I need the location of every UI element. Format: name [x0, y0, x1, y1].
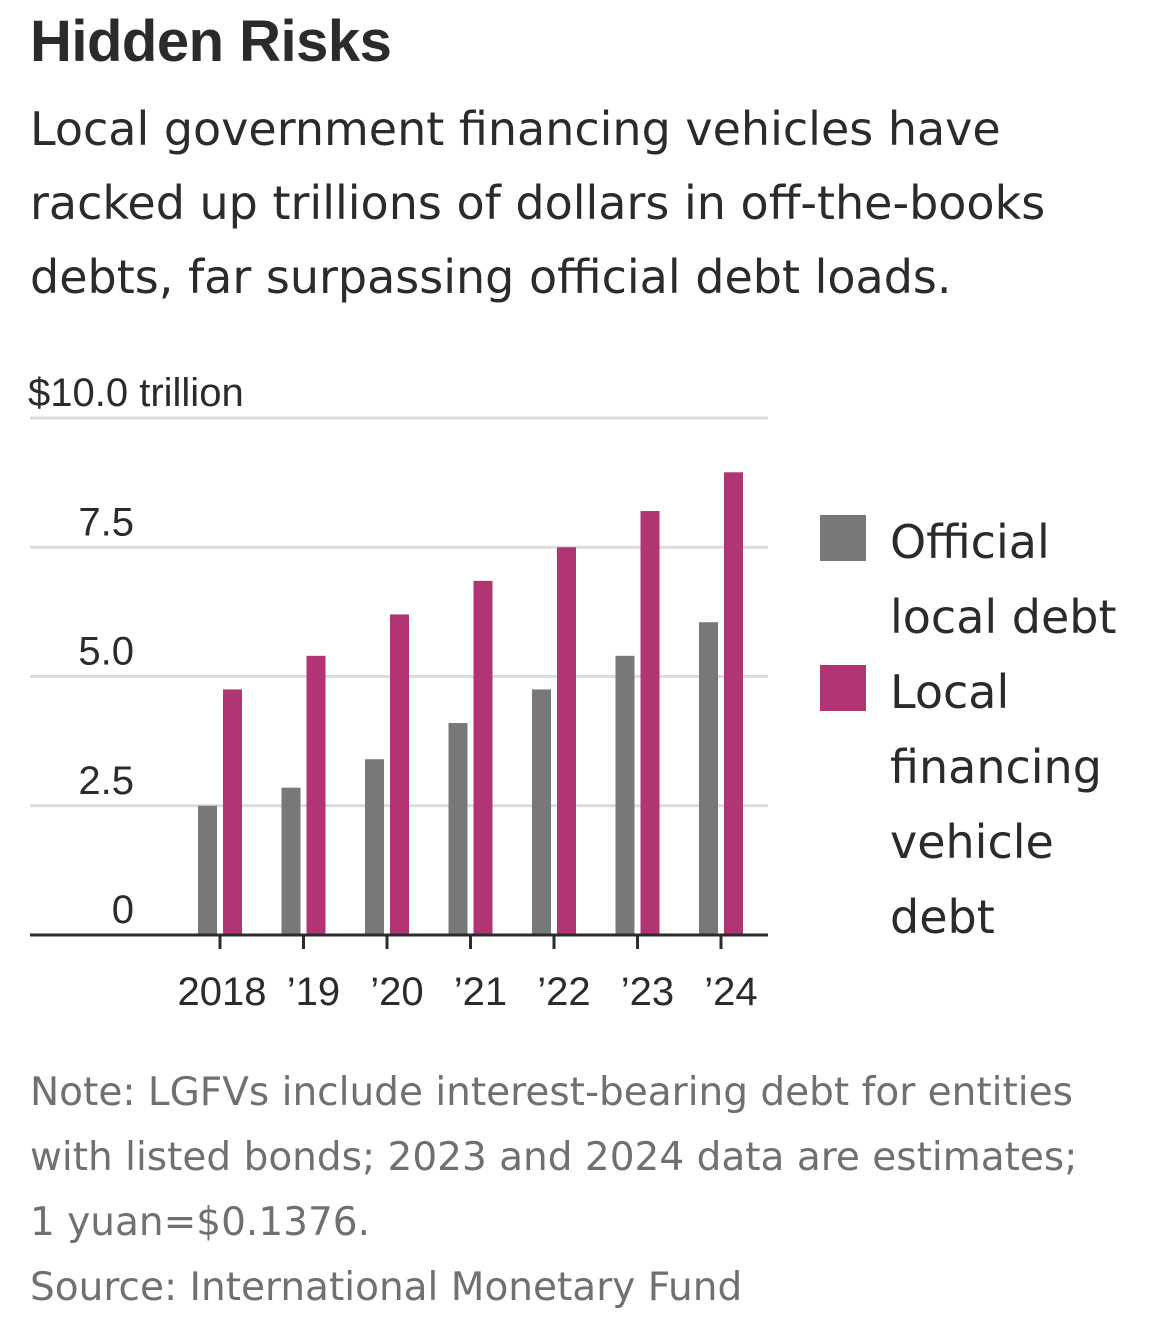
y-tick-label: 5.0: [78, 630, 134, 674]
note-line: with listed bonds; 2023 and 2024 data ar…: [30, 1135, 1078, 1180]
x-tick-label: ’19: [287, 970, 340, 1014]
legend-swatch-lgfv: [820, 665, 866, 711]
bar-official: [365, 759, 384, 935]
bar-lgfv: [557, 547, 576, 935]
note-line: Note: LGFVs include interest-bearing deb…: [30, 1070, 1073, 1115]
chart-subtitle: Local government financing vehicles have…: [30, 92, 1130, 314]
legend-item-lgfv: Local financing vehicle debt: [820, 655, 1160, 955]
bar-lgfv: [390, 614, 409, 935]
y-tick-label: 2.5: [78, 759, 134, 803]
chart-legend: Official local debt Local financing vehi…: [820, 505, 1160, 955]
legend-label-line: Local: [890, 665, 1010, 719]
legend-label-official: Official local debt: [890, 505, 1160, 655]
legend-label-line: debt: [890, 890, 995, 944]
legend-label-lgfv: Local financing vehicle debt: [890, 655, 1160, 955]
y-tick-label: $10.0 trillion: [28, 371, 244, 415]
bar-lgfv: [640, 511, 660, 935]
chart-source: Source: International Monetary Fund: [30, 1265, 743, 1310]
x-tick-label: ’23: [621, 970, 674, 1014]
legend-label-line: vehicle: [890, 815, 1054, 869]
subtitle-line: debts, far surpassing official debt load…: [30, 250, 952, 304]
subtitle-line: racked up trillions of dollars in off-th…: [30, 176, 1046, 230]
legend-label-line: local debt: [890, 590, 1117, 644]
legend-label-line: Official: [890, 515, 1050, 569]
x-tick-label: ’21: [454, 970, 507, 1014]
bar-lgfv: [223, 689, 242, 935]
y-tick-label: 7.5: [78, 500, 134, 544]
chart-note: Note: LGFVs include interest-bearing deb…: [30, 1060, 1160, 1255]
bar-lgfv: [473, 580, 493, 935]
bar-official: [281, 787, 301, 935]
y-tick-label: 0: [112, 888, 134, 932]
subtitle-line: Local government financing vehicles have: [30, 102, 1001, 156]
bar-official: [615, 655, 635, 935]
legend-swatch-official: [820, 515, 866, 561]
x-tick-label: ’22: [537, 970, 590, 1014]
bar-official: [448, 723, 468, 935]
x-tick-label: ’20: [370, 970, 423, 1014]
bar-lgfv: [724, 472, 743, 935]
bar-official: [198, 805, 217, 935]
x-tick-label: ’24: [704, 970, 757, 1014]
chart-title: Hidden Risks: [30, 9, 392, 74]
x-tick-label: 2018: [178, 970, 267, 1014]
bar-official: [699, 622, 718, 935]
legend-label-line: financing: [890, 740, 1102, 794]
legend-item-official: Official local debt: [820, 505, 1160, 655]
bar-official: [532, 689, 551, 935]
note-line: 1 yuan=$0.1376.: [30, 1200, 370, 1245]
bar-chart: 0 2.5 5.0 7.5 $10.0 trillion 2018 ’19 ’20 ’21 ’22…: [28, 371, 768, 1014]
bar-lgfv: [306, 655, 326, 935]
